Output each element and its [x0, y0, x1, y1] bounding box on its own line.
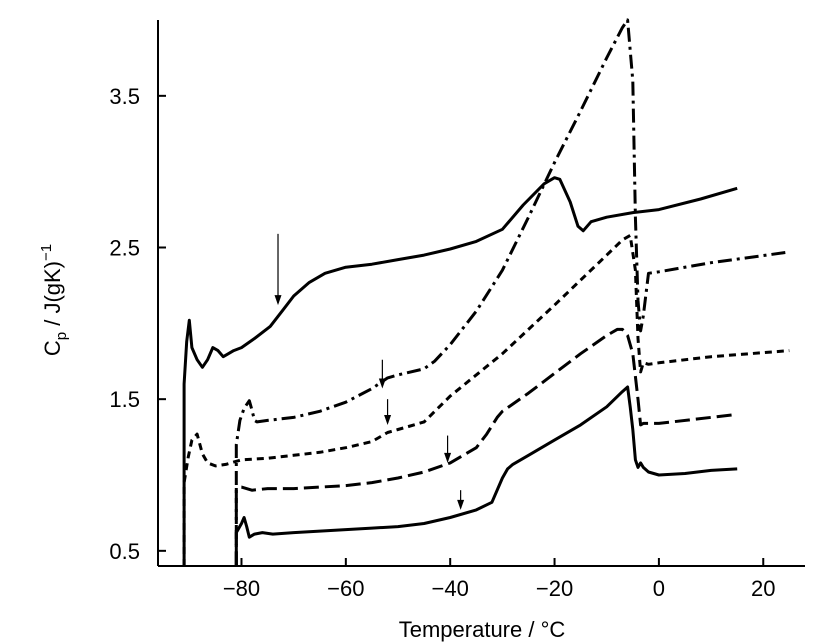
y-axis-title-unit: / J(gK) — [40, 261, 65, 332]
x-axis-title: Temperature / °C — [399, 617, 566, 642]
series-line-4 — [234, 327, 738, 566]
series-line-5 — [234, 385, 738, 566]
series-layer — [182, 18, 790, 566]
series-line-3 — [182, 233, 790, 566]
y-ticks: 0.5 1.5 2.5 3.5 — [109, 84, 166, 564]
y-tick-label: 0.5 — [109, 539, 140, 564]
x-tick-label: 20 — [751, 576, 775, 601]
x-ticks: −80 −60 −40 −20 0 20 — [223, 558, 776, 601]
x-tick-label: 0 — [653, 576, 665, 601]
y-axis-title: Cp / J(gK)−1 — [38, 244, 70, 356]
y-tick-label: 3.5 — [109, 84, 140, 109]
x-tick-label: −40 — [432, 576, 469, 601]
x-tick-label: −20 — [536, 576, 573, 601]
annotation-arrowhead — [274, 295, 282, 306]
x-tick-label: −60 — [327, 576, 364, 601]
annotation-arrowhead — [444, 452, 452, 463]
y-axis-title-sup: −1 — [38, 244, 55, 261]
annotation-arrowhead — [457, 499, 465, 510]
series-line-1 — [182, 176, 738, 566]
y-tick-label: 1.5 — [109, 387, 140, 412]
annotation-arrowhead — [378, 378, 386, 389]
x-tick-label: −80 — [223, 576, 260, 601]
y-axis-title-sub: p — [53, 332, 70, 340]
annotation-arrowhead — [384, 414, 392, 425]
annotation-layer — [274, 233, 465, 510]
series-line-2 — [234, 18, 790, 566]
y-axis-title-main: C — [40, 340, 65, 356]
plot-area — [157, 20, 805, 567]
y-tick-label: 2.5 — [109, 236, 140, 261]
